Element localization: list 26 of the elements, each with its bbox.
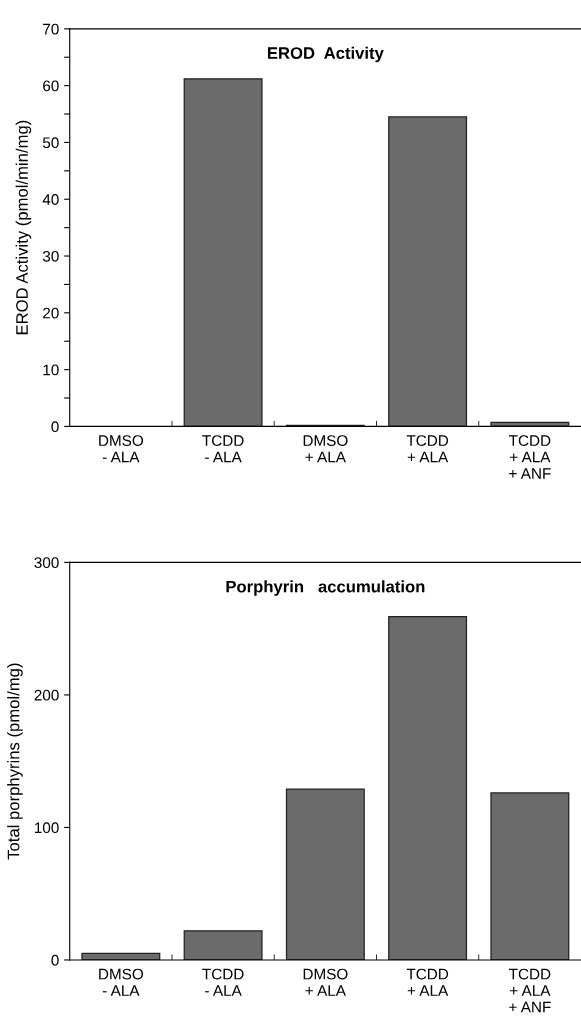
x-tick-label: TCDD + ALA	[406, 435, 449, 463]
x-tick-label: TCDD - ALA	[202, 968, 244, 996]
y-tick-label: 60	[43, 80, 59, 92]
y-tick-label: 30	[42, 250, 59, 262]
x-tick-label: DMSO - ALA	[99, 968, 144, 996]
y-axis-title: Total porphyrins (pmol/mg)	[7, 663, 23, 860]
y-tick-label: 20	[43, 307, 59, 319]
text: Porphyrin accumulation	[226, 580, 425, 596]
x-tick-label: DMSO + ALA	[303, 435, 348, 463]
y-tick-label: 70	[43, 23, 59, 35]
x-tick-label: DMSO - ALA	[99, 435, 144, 463]
y-tick-label: 0	[51, 954, 59, 966]
y-tick-label: 300	[34, 557, 59, 569]
text: EROD Activity	[267, 46, 384, 63]
y-tick-label: 100	[34, 822, 59, 834]
x-tick-label: TCDD + ALA	[406, 968, 449, 996]
y-tick-label: 40	[42, 194, 59, 205]
y-axis-title: EROD Activity (pmol/min/mg)	[15, 120, 32, 335]
y-tick-label: 50	[42, 137, 59, 149]
y-tick-label: 200	[34, 689, 59, 701]
x-tick-label: TCDD - ALA	[202, 435, 244, 463]
x-tick-label: TCDD + ALA + ANF	[509, 435, 551, 479]
x-tick-label: TCDD + ALA + ANF	[509, 968, 551, 1013]
x-tick-label: DMSO + ALA	[303, 968, 348, 996]
y-tick-label: 10	[43, 364, 59, 376]
y-tick-label: 0	[51, 421, 59, 433]
